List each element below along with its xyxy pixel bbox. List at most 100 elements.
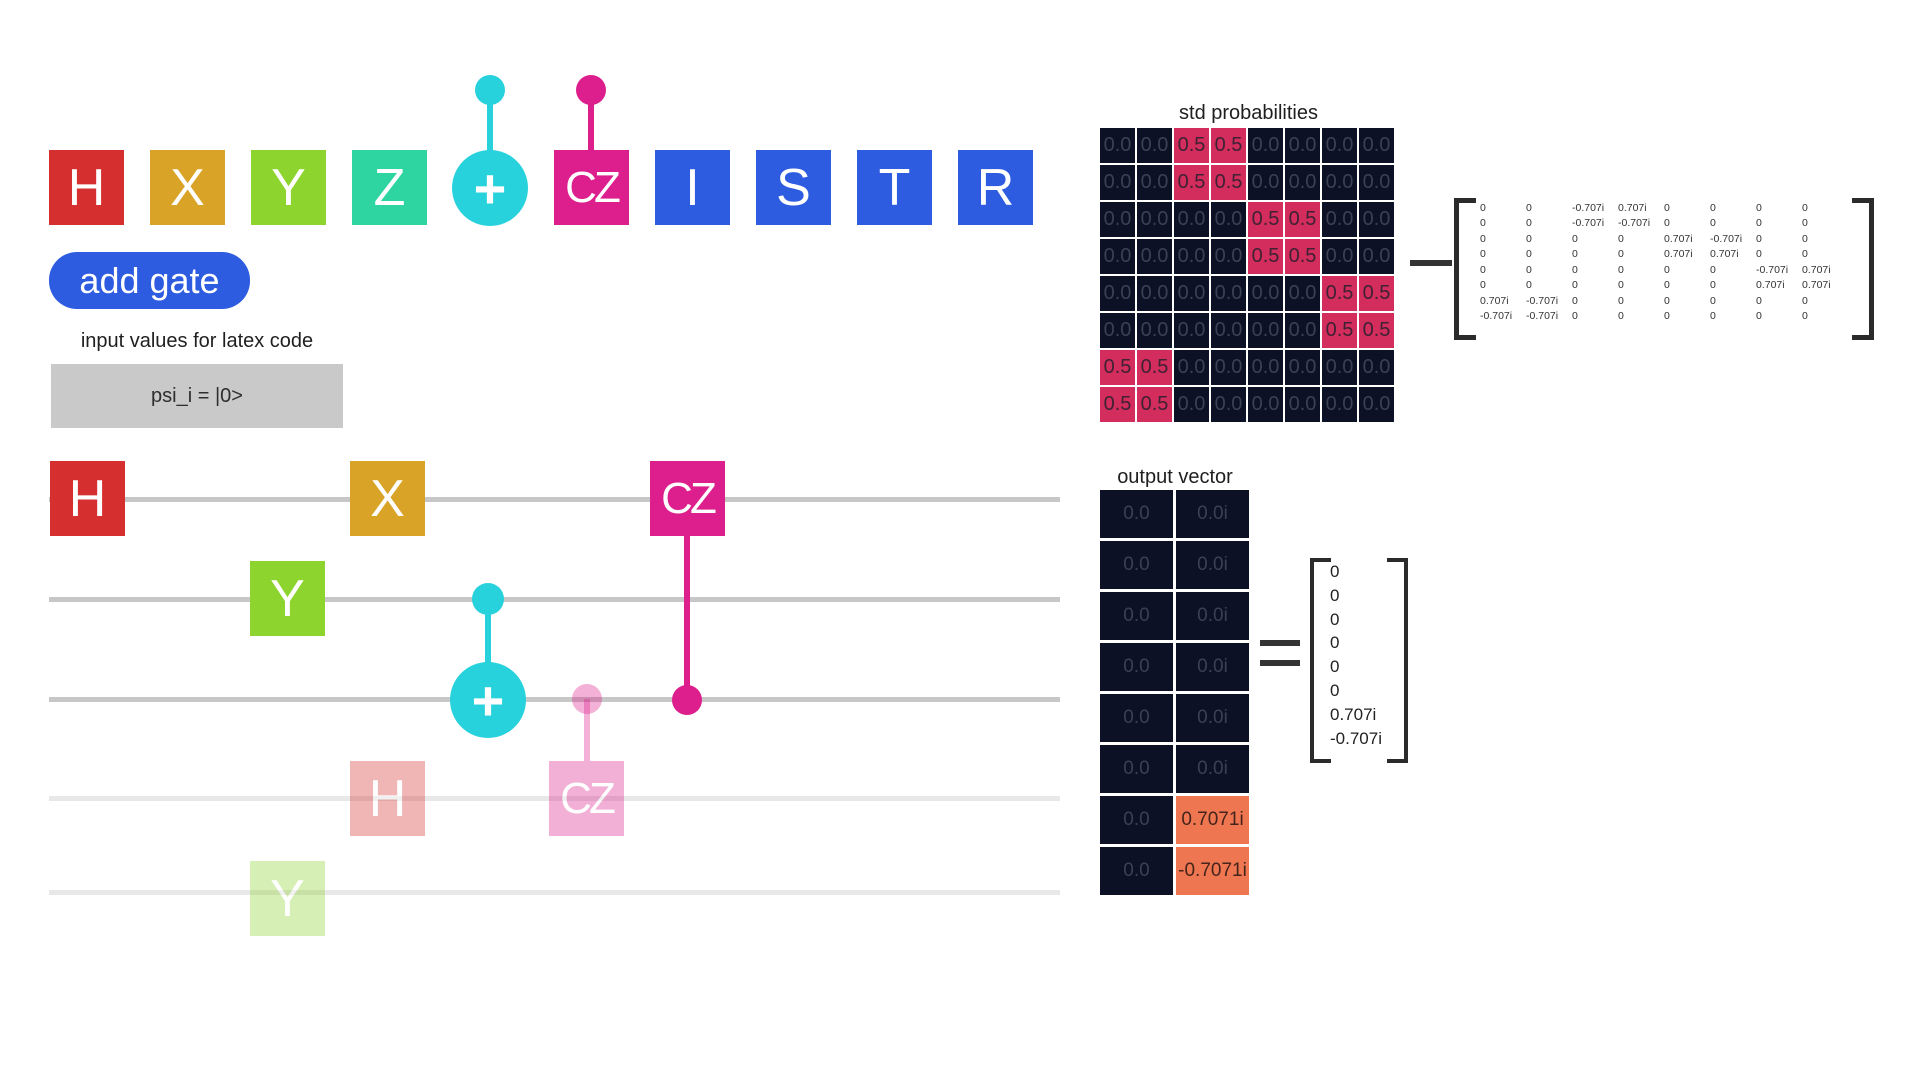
palette-gate-i-label: I [685,158,700,217]
prob-cell-2-1: 0.0 [1137,202,1172,237]
palette-gate-y[interactable]: Y [251,150,326,225]
prob-cell-5-6: 0.5 [1322,313,1357,348]
prob-cell-1-1: 0.0 [1137,165,1172,200]
palette-gate-cnot[interactable]: + [452,150,528,226]
prob-cell-5-0: 0.0 [1100,313,1135,348]
circuit-cnot-control-dot-icon[interactable] [472,583,504,615]
palette-gate-h[interactable]: H [49,150,124,225]
palette-gate-x-label: X [170,158,205,217]
result-value-7: -0.707i [1330,728,1382,748]
circuit-cz-faded-control-dot-icon[interactable] [572,684,602,714]
circuit-gate-cnot-target[interactable]: + [450,662,526,738]
outvec-cell-3-0: 0.0 [1100,643,1173,691]
prob-cell-1-6: 0.0 [1322,165,1357,200]
unitary-cell-4-1: 0 [1526,263,1532,276]
prob-cell-1-5: 0.0 [1285,165,1320,200]
unitary-cell-5-6: 0.707i [1756,279,1785,292]
unitary-cell-4-6: -0.707i [1756,263,1789,276]
palette-gate-cnot-label: + [473,156,507,220]
unitary-matrix: 0 0 -0.707i 0.707i 0 0 0 0 0 0 -0.707i -0.707i 0 0 0 0 0… [1480,200,1848,324]
prob-cell-2-2: 0.0 [1174,202,1209,237]
prob-cell-0-2: 0.5 [1174,128,1209,163]
palette-gate-s[interactable]: S [756,150,831,225]
qubit-wire-3 [49,697,1060,702]
outvec-cell-0-1: 0.0i [1176,490,1249,538]
unitary-cell-5-0: 0 [1480,279,1486,292]
unitary-cell-2-1: 0 [1526,232,1532,245]
circuit-gate-h-wire1[interactable]: H [50,461,125,536]
prob-cell-4-1: 0.0 [1137,276,1172,311]
unitary-cell-4-4: 0 [1664,263,1670,276]
prob-cell-0-7: 0.0 [1359,128,1394,163]
palette-gate-i[interactable]: I [655,150,730,225]
qubit-wire-2 [49,597,1060,602]
unitary-cell-1-7: 0 [1802,217,1808,230]
prob-cell-4-2: 0.0 [1174,276,1209,311]
circuit-cz-control-dot-icon[interactable] [672,685,702,715]
result-value-1: 0 [1330,585,1340,605]
circuit-gate-h-faded-wire4[interactable]: H [350,761,425,836]
prob-cell-3-6: 0.0 [1322,239,1357,274]
circuit-gate-cz-faded-wire4[interactable]: CZ [549,761,624,836]
unitary-cell-1-3: -0.707i [1618,217,1651,230]
prob-cell-4-3: 0.0 [1211,276,1246,311]
prob-cell-6-0: 0.5 [1100,350,1135,385]
unitary-cell-6-0: 0.707i [1480,294,1509,307]
unitary-cell-2-4: 0.707i [1664,232,1693,245]
palette-gate-y-label: Y [271,158,306,217]
outvec-cell-7-0: 0.0 [1100,847,1173,895]
latex-input-label: input values for latex code [80,330,314,352]
unitary-cell-2-7: 0 [1802,232,1808,245]
unitary-cell-0-6: 0 [1756,201,1762,214]
unitary-cell-7-3: 0 [1618,310,1624,323]
prob-cell-7-4: 0.0 [1248,387,1283,422]
result-value-4: 0 [1330,657,1340,677]
palette-gate-t[interactable]: T [857,150,932,225]
palette-gate-s-label: S [776,158,811,217]
palette-cz-stem [588,102,594,150]
palette-gate-r-label: R [976,158,1015,217]
unitary-cell-3-7: 0 [1802,248,1808,261]
unitary-cell-1-5: 0 [1710,217,1716,230]
prob-cell-0-6: 0.0 [1322,128,1357,163]
palette-gate-r[interactable]: R [958,150,1033,225]
palette-cz-control-dot-icon [576,75,606,105]
unitary-cell-6-4: 0 [1664,294,1670,307]
add-gate-button[interactable]: add gate [49,252,250,309]
circuit-gate-y-wire2[interactable]: Y [250,561,325,636]
prob-cell-4-0: 0.0 [1100,276,1135,311]
unitary-cell-1-2: -0.707i [1572,217,1605,230]
prob-cell-7-7: 0.0 [1359,387,1394,422]
prob-cell-3-4: 0.5 [1248,239,1283,274]
palette-gate-cz[interactable]: CZ [554,150,629,225]
prob-cell-6-4: 0.0 [1248,350,1283,385]
prob-cell-6-2: 0.0 [1174,350,1209,385]
std-probabilities-title: std probabilities [1179,102,1318,124]
circuit-cnot-stem [485,599,491,663]
circuit-gate-cz-label: CZ [661,473,717,523]
circuit-gate-y-faded-wire5[interactable]: Y [250,861,325,936]
unitary-cell-5-1: 0 [1526,279,1532,292]
std-probabilities-heatmap: 0.0 0.0 0.5 0.5 0.0 0.0 0.0 0.0 0.0 0.0 0.5 0.5 0.0 0… [1100,128,1394,422]
prob-cell-0-1: 0.0 [1137,128,1172,163]
latex-input-field[interactable]: psi_i = |0> [51,364,343,428]
prob-cell-6-1: 0.5 [1137,350,1172,385]
palette-gate-x[interactable]: X [150,150,225,225]
unitary-cell-0-5: 0 [1710,201,1716,214]
unitary-cell-3-2: 0 [1572,248,1578,261]
circuit-gate-h-faded-label: H [368,769,407,828]
prob-cell-2-5: 0.5 [1285,202,1320,237]
prob-cell-3-3: 0.0 [1211,239,1246,274]
unitary-cell-2-0: 0 [1480,232,1486,245]
circuit-gate-h-label: H [68,469,107,528]
prob-cell-3-5: 0.5 [1285,239,1320,274]
unitary-cell-1-1: 0 [1526,217,1532,230]
palette-gate-z[interactable]: Z [352,150,427,225]
palette-gate-z-label: Z [373,158,406,217]
circuit-cz-faded-stem [584,699,590,761]
outvec-cell-4-0: 0.0 [1100,694,1173,742]
unitary-cell-4-5: 0 [1710,263,1716,276]
circuit-gate-cz-wire1[interactable]: CZ [650,461,725,536]
circuit-gate-x-wire1[interactable]: X [350,461,425,536]
prob-cell-6-5: 0.0 [1285,350,1320,385]
